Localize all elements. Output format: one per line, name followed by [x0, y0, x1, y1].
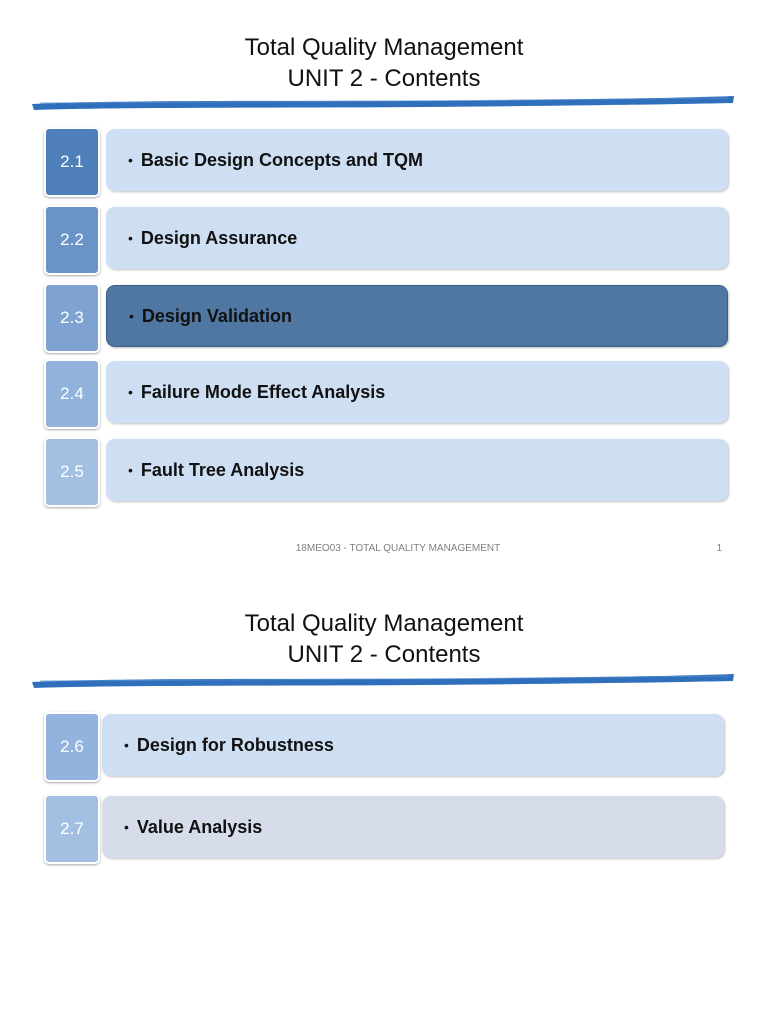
contents-item-2-2: 2.2 • Design Assurance: [40, 205, 732, 275]
slide-1: Total Quality Management UNIT 2 - Conten…: [0, 32, 768, 557]
bullet-icon: •: [128, 230, 133, 246]
blue-brush-stroke-divider: [32, 674, 734, 688]
bullet-icon: •: [124, 819, 129, 835]
item-bar: • Value Analysis: [102, 796, 724, 858]
bullet-icon: •: [128, 152, 133, 168]
contents-item-2-3: 2.3 • Design Validation: [40, 283, 732, 353]
item-number-badge: 2.4: [44, 359, 100, 429]
bullet-icon: •: [124, 737, 129, 753]
contents-item-2-7: 2.7 • Value Analysis: [40, 794, 732, 864]
item-bar: • Failure Mode Effect Analysis: [106, 361, 728, 423]
item-number-badge: 2.2: [44, 205, 100, 275]
contents-item-2-4: 2.4 • Failure Mode Effect Analysis: [40, 359, 732, 429]
item-bar: • Design for Robustness: [102, 714, 724, 776]
contents-item-2-1: 2.1 • Basic Design Concepts and TQM: [40, 127, 732, 197]
title-line-2: UNIT 2 - Contents: [287, 65, 481, 92]
item-label: Design Validation: [141, 305, 292, 326]
footer-course-text: 18MEO03 - TOTAL QUALITY MANAGEMENT: [295, 543, 501, 554]
item-number-badge: 2.7: [44, 794, 100, 864]
item-label: Failure Mode Effect Analysis: [140, 381, 386, 402]
title-line-2: UNIT 2 - Contents: [287, 641, 481, 668]
slide-footer: 18MEO03 - TOTAL QUALITY MANAGEMENT 1: [0, 543, 768, 557]
bullet-icon: •: [128, 384, 133, 400]
contents-item-2-6: 2.6 • Design for Robustness: [40, 712, 732, 782]
item-bar: • Basic Design Concepts and TQM: [106, 129, 728, 191]
item-number-badge: 2.3: [44, 283, 100, 353]
slide-2: Total Quality Management UNIT 2 - Conten…: [0, 575, 768, 1024]
item-bar: • Design Assurance: [106, 207, 728, 269]
item-label: Design for Robustness: [136, 734, 334, 755]
item-bar: • Fault Tree Analysis: [106, 439, 728, 501]
item-number-badge: 2.6: [44, 712, 100, 782]
item-number-badge: 2.1: [44, 127, 100, 197]
page-number: 1: [716, 543, 722, 554]
item-label: Value Analysis: [136, 816, 263, 837]
item-label: Basic Design Concepts and TQM: [140, 149, 423, 170]
title-line-1: Total Quality Management: [244, 34, 524, 61]
bullet-icon: •: [129, 308, 134, 324]
bullet-icon: •: [128, 462, 133, 478]
item-label: Design Assurance: [140, 227, 298, 248]
slide-title: Total Quality Management UNIT 2 - Conten…: [0, 608, 768, 670]
title-line-1: Total Quality Management: [244, 610, 524, 637]
item-number-badge: 2.5: [44, 437, 100, 507]
item-label: Fault Tree Analysis: [140, 459, 305, 480]
item-bar-highlighted: • Design Validation: [106, 285, 728, 347]
contents-item-2-5: 2.5 • Fault Tree Analysis: [40, 437, 732, 507]
blue-brush-stroke-divider: [32, 96, 734, 110]
slide-title: Total Quality Management UNIT 2 - Conten…: [0, 32, 768, 94]
